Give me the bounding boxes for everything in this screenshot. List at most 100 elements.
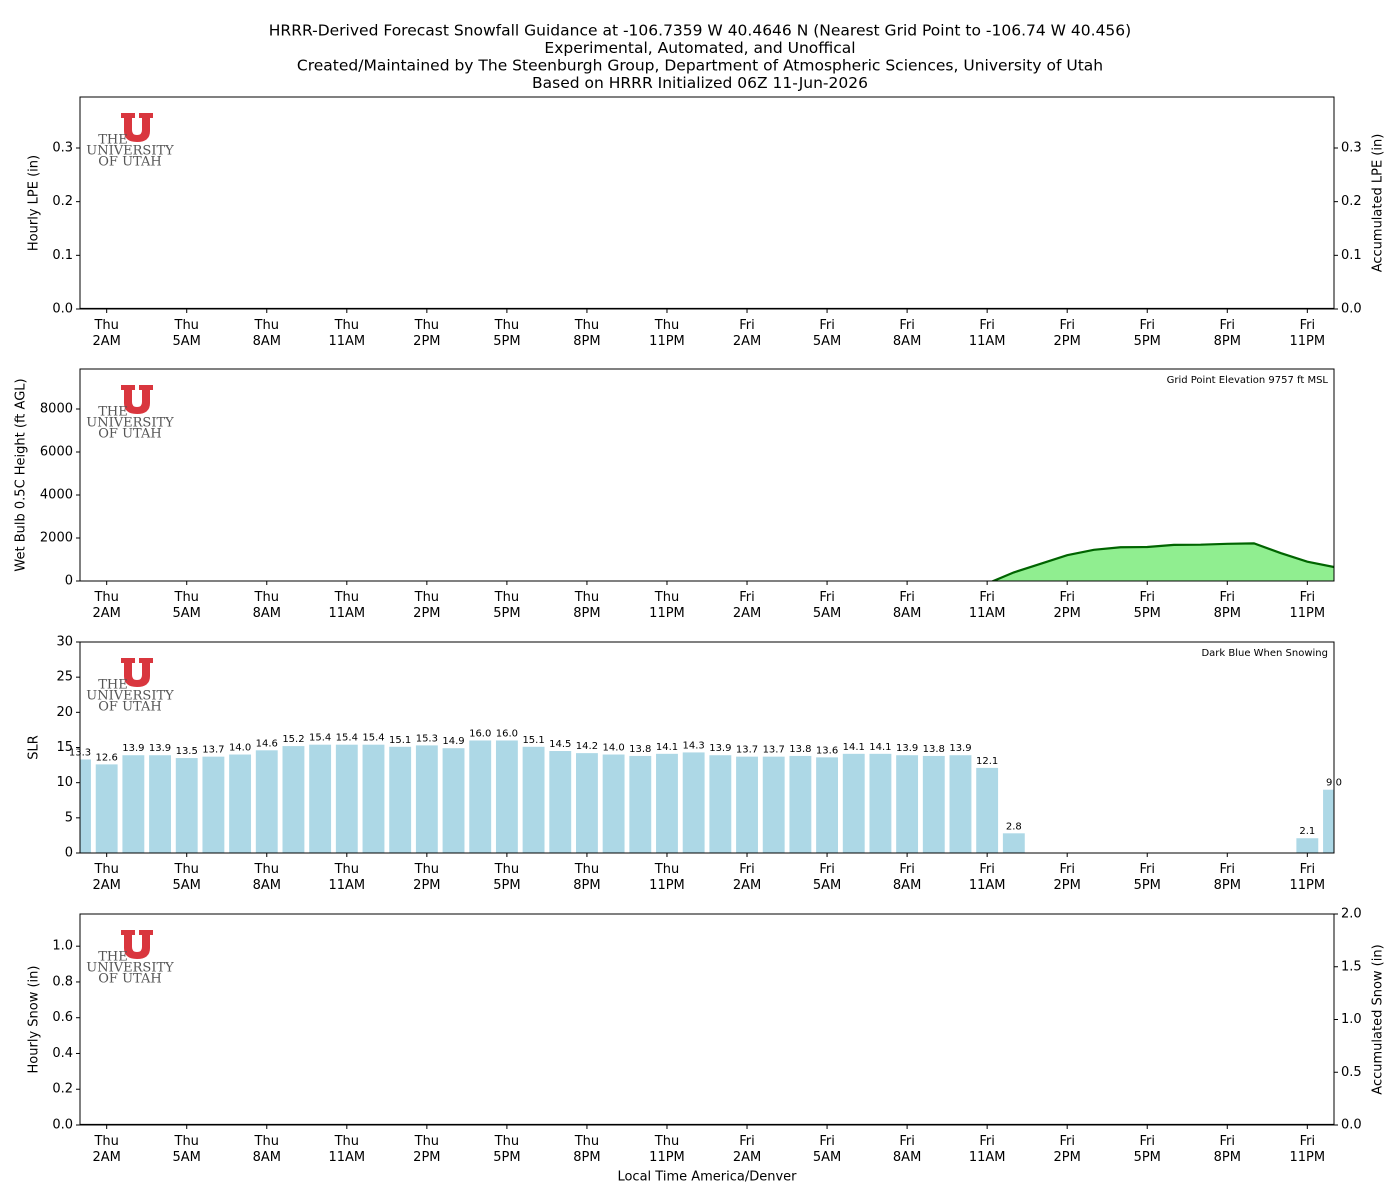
bar <box>789 755 812 853</box>
chart-title: HRRR-Derived Forecast Snowfall Guidance … <box>269 22 1131 40</box>
bar <box>549 751 572 853</box>
x-tick-label: Thu 2AM <box>92 1134 120 1165</box>
logo-text: UNIVERSITY <box>86 416 174 431</box>
value-label: 14.0 <box>602 743 624 754</box>
value-label: 14.9 <box>442 736 464 747</box>
x-tick-label: Thu 8PM <box>573 1134 600 1165</box>
y-tick-label: 5 <box>65 810 73 825</box>
y-tick-label: 1.0 <box>52 939 73 954</box>
logo-mark <box>121 930 153 959</box>
x-tick-label: Fri 11AM <box>969 318 1006 349</box>
x-tick-label: Thu 8PM <box>573 318 600 349</box>
bar <box>629 755 652 853</box>
x-tick-label: Fri 2PM <box>1054 1134 1081 1165</box>
bar <box>575 753 598 853</box>
bar <box>682 752 705 853</box>
x-tick-label: Thu 2AM <box>92 862 120 893</box>
bar <box>1296 838 1319 853</box>
bar <box>1002 833 1025 853</box>
logo-text: THE <box>98 133 128 148</box>
logo-text: UNIVERSITY <box>86 144 174 159</box>
value-label: 13.8 <box>629 744 651 755</box>
y2-axis-label: Accumulated LPE (in) <box>1371 134 1386 273</box>
value-label: 13.7 <box>202 745 224 756</box>
logo-text: THE <box>98 405 128 420</box>
x-tick-label: Fri 2AM <box>733 590 761 621</box>
logo-mark <box>121 385 153 414</box>
bar <box>175 758 198 853</box>
y-tick-label: 25 <box>56 670 73 685</box>
value-label: 14.1 <box>843 742 865 753</box>
y2-tick-label: 1.5 <box>1341 959 1362 974</box>
logo-text: UNIVERSITY <box>86 689 174 704</box>
value-label: 14.1 <box>656 742 678 753</box>
value-label: 14.1 <box>869 742 891 753</box>
value-label: 14.6 <box>256 738 278 749</box>
x-tick-label: Thu 5AM <box>173 318 201 349</box>
plot-area <box>987 542 1334 581</box>
value-label: 14.5 <box>549 739 571 750</box>
x-tick-label: Fri 2AM <box>733 318 761 349</box>
x-tick-label: Fri 8PM <box>1214 1134 1241 1165</box>
bar <box>896 755 919 853</box>
y-axis-label: Wet Bulb 0.5C Height (ft AGL) <box>14 378 29 571</box>
x-tick-label: Thu 5AM <box>173 1134 201 1165</box>
y-tick-label: 20 <box>56 705 73 720</box>
x-tick-label: Thu 5AM <box>173 590 201 621</box>
axes-frame <box>79 96 1335 310</box>
x-tick-label: Fri 11PM <box>1290 590 1326 621</box>
bar <box>495 740 518 853</box>
logo-text: THE <box>98 950 128 965</box>
annotation: Dark Blue When Snowing <box>1201 648 1328 659</box>
bar <box>1323 789 1334 853</box>
value-label: 14.3 <box>683 740 705 751</box>
chart-title: Experimental, Automated, and Unoffical <box>544 39 855 57</box>
x-tick-label: Fri 2AM <box>733 1134 761 1165</box>
x-tick-label: Fri 2PM <box>1054 590 1081 621</box>
x-tick-label: Fri 11PM <box>1290 862 1326 893</box>
y-tick-label: 0.2 <box>52 194 73 209</box>
bar <box>282 746 305 853</box>
bar <box>229 754 252 853</box>
x-tick-label: Fri 2AM <box>733 862 761 893</box>
bar <box>656 753 678 853</box>
x-tick-label: Fri 5AM <box>813 1134 841 1165</box>
x-tick-label: Fri 2PM <box>1054 862 1081 893</box>
chart-title: Created/Maintained by The Steenburgh Gro… <box>297 57 1103 75</box>
bar <box>149 755 171 853</box>
y2-tick-label: 0.2 <box>1341 194 1362 209</box>
x-tick-label: Thu 2PM <box>413 318 440 349</box>
area <box>987 543 1334 581</box>
value-label: 13.9 <box>709 743 731 754</box>
x-tick-label: Thu 8PM <box>573 590 600 621</box>
bar <box>80 759 91 853</box>
value-label: 16.0 <box>469 728 491 739</box>
y-tick-label: 0.2 <box>52 1082 73 1097</box>
x-tick-label: Fri 5AM <box>813 318 841 349</box>
y2-tick-label: 0.1 <box>1341 248 1362 263</box>
bar <box>389 746 412 853</box>
value-label: 13.6 <box>816 745 838 756</box>
x-tick-label: Thu 2PM <box>413 1134 440 1165</box>
logo-text: THE <box>98 678 128 693</box>
x-tick-label: Thu 8AM <box>253 862 281 893</box>
logo-text: OF UTAH <box>98 155 161 170</box>
y2-tick-label: 0.0 <box>1341 302 1362 317</box>
x-tick-label: Fri 11PM <box>1290 1134 1326 1165</box>
value-label: 2.1 <box>1299 826 1315 837</box>
value-label: 13.9 <box>896 743 918 754</box>
x-tick-label: Thu 5PM <box>493 1134 520 1165</box>
x-tick-label: Thu 11AM <box>328 1134 365 1165</box>
value-label: 13.7 <box>763 745 785 756</box>
x-tick-label: Fri 11PM <box>1290 318 1326 349</box>
x-tick-label: Thu 8AM <box>253 318 281 349</box>
x-tick-label: Fri 5PM <box>1134 862 1161 893</box>
y-tick-label: 0.4 <box>52 1046 73 1061</box>
axes-frame <box>79 368 1335 582</box>
bar <box>442 748 465 853</box>
logo-text: OF UTAH <box>98 972 161 987</box>
y-tick-label: 0.0 <box>52 1118 73 1133</box>
x-tick-label: Thu 8PM <box>573 862 600 893</box>
x-axis-label: Local Time America/Denver <box>617 1170 797 1185</box>
